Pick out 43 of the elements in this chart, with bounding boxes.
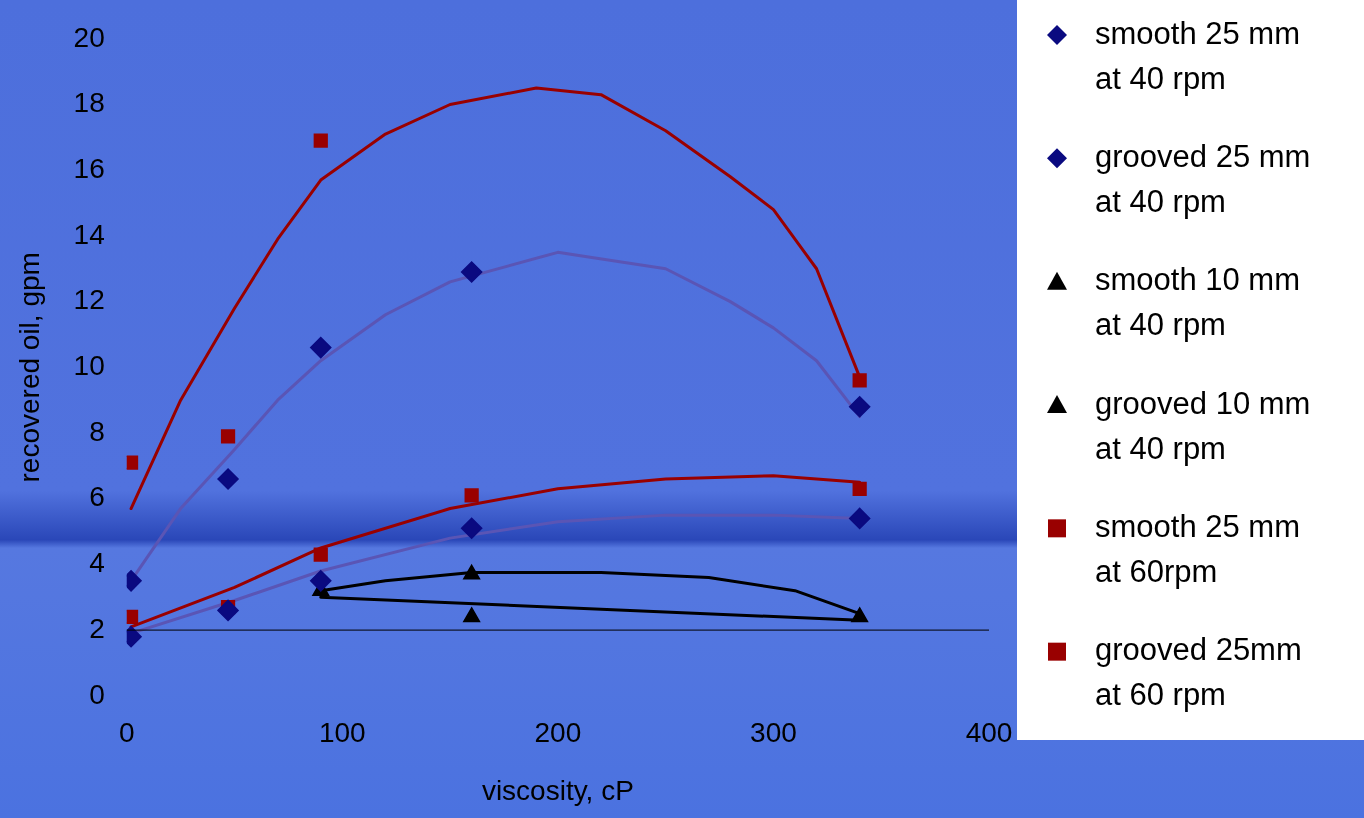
point [463,607,481,623]
point [460,261,483,283]
y-tick-label: 18 [73,87,105,119]
point [310,570,332,592]
legend-label: smooth 25 mm at 60rpm [1095,508,1301,589]
y-tick-label: 16 [73,152,105,184]
legend-label: smooth 25 mm at 40 rpm [1095,15,1301,96]
y-tick-label: 6 [89,481,105,513]
point [852,481,867,496]
y-tick-label: 2 [89,612,105,644]
point [852,373,867,388]
x-axis-title: viscosity, cP [481,774,634,806]
legend-label: grooved 10 mm at 40 rpm [1095,385,1311,466]
x-tick-label: 400 [965,717,1013,749]
point [851,607,869,623]
point [126,455,139,470]
point [848,395,871,418]
legend-label: grooved 25 mm at 40 rpm [1095,138,1311,219]
point [463,564,481,580]
point [217,599,239,622]
x-tick-label: 300 [750,717,797,749]
y-tick-label: 0 [89,678,105,710]
point [126,609,139,625]
y-axis-title: recovered oil, gpm [13,252,45,483]
point [310,336,332,359]
x-tick-label: 200 [534,717,582,749]
point [217,468,239,490]
x-tick-label: 100 [318,717,366,749]
point [220,429,236,444]
y-tick-label: 12 [73,284,105,316]
point [313,133,328,148]
x-tick-label: 0 [118,717,135,749]
point [464,488,479,503]
y-tick-label: 4 [89,547,105,579]
point [460,517,483,540]
point [313,547,328,562]
legend-label: grooved 25mm at 60 rpm [1095,632,1302,713]
y-tick-label: 20 [73,21,105,53]
legend-label: smooth 10 mm at 40 rpm [1095,262,1301,343]
point [848,507,871,530]
y-tick-label: 10 [73,350,105,382]
y-tick-label: 14 [73,218,105,250]
y-tick-label: 8 [89,415,105,447]
